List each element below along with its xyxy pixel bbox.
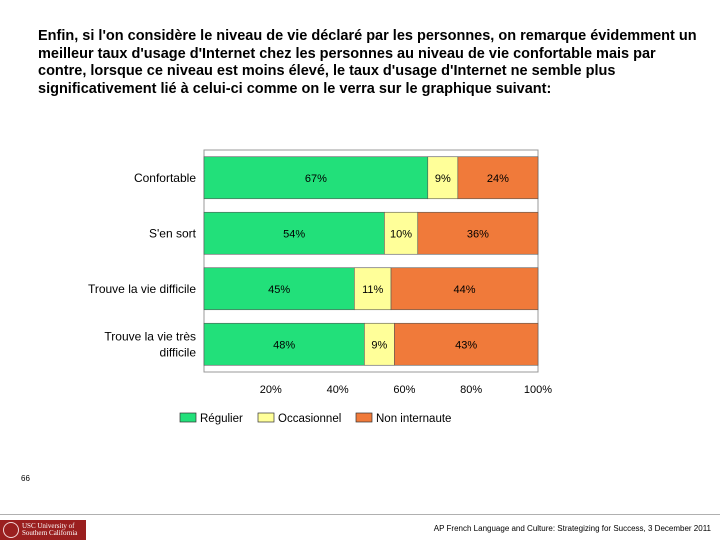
x-tick-label: 40% [327,384,349,396]
bar-segment [203,267,355,311]
data-label: 45% [268,284,290,296]
bar-segment [427,156,459,200]
x-tick-label: 100% [524,384,552,396]
data-label: 67% [305,173,327,185]
footer-divider [0,514,720,515]
legend-label: Occasionnel [278,413,341,425]
bar-segment [457,156,539,200]
data-label: 11% [362,284,383,296]
bar-segment [417,211,539,255]
bar-segment [384,211,419,255]
category-label: Confortable [134,171,196,185]
bar-segment [203,211,385,255]
data-label: 43% [455,339,477,351]
data-label: 24% [487,173,509,185]
category-label: S'en sort [149,226,197,240]
intro-paragraph: Enfin, si l'on considère le niveau de vi… [38,28,697,97]
bar-segment [364,322,395,366]
legend-swatch [179,412,197,423]
x-tick-label: 60% [393,384,415,396]
x-tick-label: 80% [460,384,482,396]
bar-segment [394,322,539,366]
data-label: 9% [371,339,387,351]
bar-segment [203,156,429,200]
usc-logo: USC University of Southern California [0,520,86,540]
bar-segment [390,267,539,311]
usc-seal-icon [3,522,19,538]
category-label: difficile [160,345,197,359]
usc-logo-text: USC University of Southern California [22,522,78,537]
legend-swatch [257,412,275,423]
legend-label: Non internaute [376,413,451,425]
footer-caption: AP French Language and Culture: Strategi… [433,524,711,533]
bar-segment [203,322,365,366]
page-number: 66 [21,474,30,483]
legend-label: Régulier [200,413,243,425]
data-label: 54% [283,228,305,240]
x-tick-label: 20% [260,384,282,396]
stacked-bar-chart: 67% 9% 24% Confortable 54% 10% 36% S'en sort 45%… [88,149,552,425]
data-label: 10% [390,228,412,240]
data-label: 48% [273,339,295,351]
data-label: 44% [454,284,476,296]
data-label: 9% [435,173,451,185]
category-label: Trouve la vie très [104,329,196,343]
legend-swatch [355,412,373,423]
category-label: Trouve la vie difficile [88,282,196,296]
data-label: 36% [467,228,489,240]
